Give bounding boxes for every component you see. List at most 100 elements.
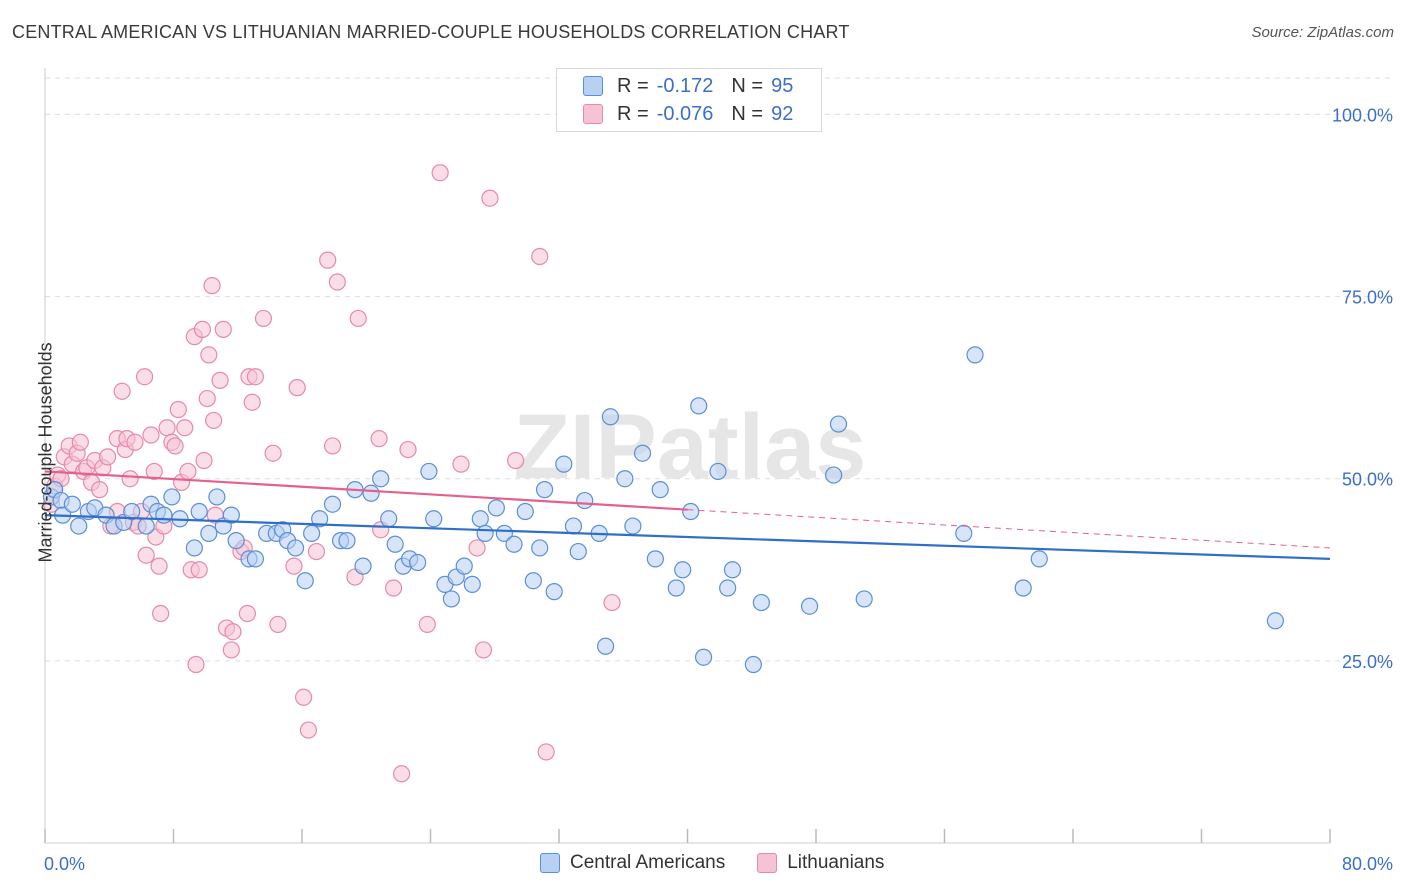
central-americans-point — [516, 502, 534, 521]
central-americans-point — [855, 590, 873, 608]
y-tick-label: 100.0% — [1332, 105, 1393, 125]
central-americans-point — [354, 557, 372, 575]
x-tick-labels: 0.0% 80.0% — [44, 854, 1393, 874]
central-americans-point — [545, 583, 563, 601]
lithuanians-point — [238, 604, 256, 623]
lithuanians-point — [243, 393, 261, 411]
central-americans-point — [1014, 579, 1032, 597]
axes — [44, 68, 1331, 844]
lithuanians-point — [121, 470, 139, 488]
legend-swatch-blue — [540, 853, 560, 873]
central-americans-point — [564, 517, 583, 535]
central-americans-point — [222, 506, 240, 524]
legend-n-label: N = — [731, 74, 764, 97]
lithuanians-point — [507, 451, 525, 470]
lithuanians-point — [150, 557, 168, 575]
central-americans-point — [752, 593, 770, 612]
legend-item-lithuanians[interactable]: Lithuanians — [757, 852, 884, 874]
central-americans-point — [633, 444, 652, 462]
x-tick-label: 0.0% — [44, 854, 85, 874]
central-americans-point — [338, 532, 356, 550]
central-americans-point — [200, 524, 218, 542]
central-americans-point — [63, 495, 81, 513]
lithuanians-point — [285, 557, 303, 575]
central-americans-point — [616, 470, 634, 488]
central-americans-points — [42, 346, 1284, 674]
central-americans-point — [667, 579, 685, 597]
lithuanians-point — [152, 604, 170, 623]
central-americans-point — [966, 346, 984, 364]
lithuanians-point — [468, 539, 486, 557]
central-americans-point — [505, 535, 523, 553]
lithuanians-point — [474, 641, 493, 659]
lithuanians-point — [211, 371, 229, 389]
central-americans-point — [286, 539, 305, 557]
lithuanians-point — [431, 164, 449, 182]
central-americans-point — [624, 517, 642, 535]
central-americans-point — [155, 506, 173, 524]
lithuanians-point — [269, 615, 287, 634]
lithuanians-point — [137, 546, 155, 564]
lithuanians-point — [224, 623, 242, 641]
central-americans-point — [651, 481, 669, 499]
lithuanians-point — [126, 433, 144, 451]
central-americans-point — [463, 575, 481, 593]
lithuanians-point — [328, 273, 346, 291]
central-americans-point — [825, 466, 843, 484]
lithuanians-point — [214, 320, 232, 338]
lithuanians-point — [603, 593, 621, 612]
lithuanians-point — [158, 419, 176, 437]
central-americans-point — [829, 415, 848, 433]
central-americans-point — [311, 510, 329, 528]
legend-row-lithuanians: R = -0.076 N = 92 — [583, 100, 793, 128]
legend-n-value: 92 — [771, 102, 794, 125]
central-americans-trend-line — [44, 514, 1331, 560]
lithuanians-point — [91, 481, 109, 499]
legend-label: Lithuanians — [787, 852, 885, 873]
lithuanians-trend-extension — [687, 509, 1331, 549]
central-americans-point — [372, 470, 390, 488]
lithuanians-point — [222, 641, 240, 659]
lithuanians-point — [246, 368, 265, 386]
central-americans-point — [386, 535, 404, 553]
central-americans-point — [596, 637, 615, 655]
central-americans-point — [800, 597, 819, 615]
lithuanians-point — [299, 721, 318, 739]
trend-lines — [44, 470, 1331, 560]
lithuanians-point — [135, 368, 154, 386]
central-americans-point — [723, 561, 742, 579]
lithuanians-point — [452, 455, 470, 473]
chart-title: CENTRAL AMERICAN VS LITHUANIAN MARRIED-C… — [12, 22, 850, 42]
y-axis-label: Married-couple Households — [35, 342, 56, 563]
central-americans-point — [362, 484, 380, 502]
central-americans-point — [646, 550, 664, 568]
y-tick-label: 50.0% — [1342, 470, 1393, 490]
legend-swatch-blue — [583, 76, 603, 96]
lithuanians-trend-line — [44, 470, 688, 511]
central-americans-point — [690, 397, 708, 415]
legend-r-label: R = — [617, 74, 649, 97]
central-americans-point — [719, 579, 737, 597]
legend-row-central-americans: R = -0.172 N = 95 — [583, 72, 793, 100]
lithuanians-point — [481, 189, 499, 207]
central-americans-point — [576, 491, 594, 510]
y-tick-label: 75.0% — [1342, 288, 1393, 308]
correlation-legend: R = -0.172 N = 95 R = -0.076 N = 92 — [556, 68, 822, 132]
central-americans-point — [535, 481, 554, 499]
lithuanians-point — [71, 433, 89, 451]
central-americans-point — [190, 502, 208, 521]
central-americans-point — [70, 517, 88, 535]
legend-r-label: R = — [617, 102, 649, 125]
legend-item-central-americans[interactable]: Central Americans — [540, 852, 725, 874]
x-tick-label: 80.0% — [1342, 854, 1393, 874]
lithuanians-point — [166, 437, 184, 455]
central-americans-point — [694, 648, 713, 666]
series-legend: Central Americans Lithuanians — [540, 852, 916, 874]
central-americans-point — [674, 561, 692, 579]
central-americans-point — [185, 539, 203, 557]
central-americans-point — [227, 532, 245, 550]
central-americans-point — [709, 462, 727, 481]
central-americans-point — [682, 502, 700, 521]
lithuanians-point — [176, 419, 194, 437]
